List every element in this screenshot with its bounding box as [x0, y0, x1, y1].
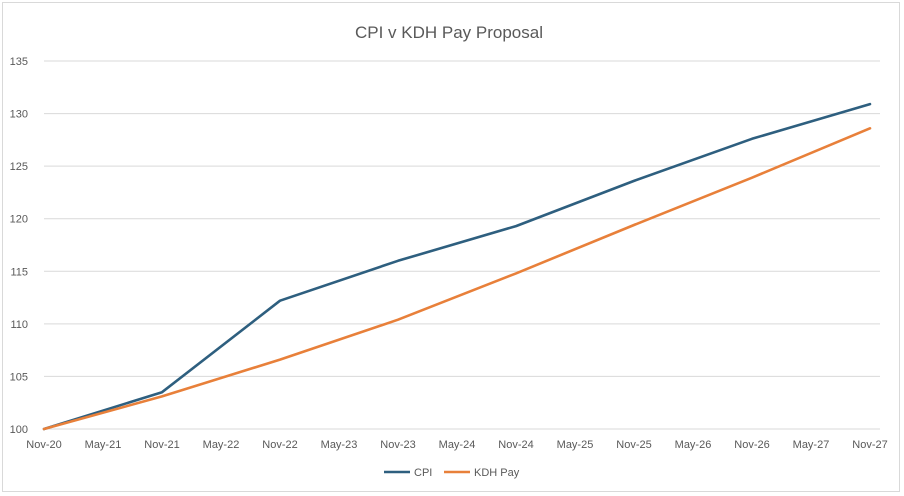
y-tick-label: 105 — [10, 371, 28, 383]
x-tick-label: Nov-26 — [734, 439, 769, 451]
y-tick-label: 135 — [10, 56, 28, 68]
legend-label: CPI — [414, 467, 432, 479]
y-tick-label: 125 — [10, 161, 28, 173]
y-tick-label: 100 — [10, 424, 28, 436]
x-tick-label: May-22 — [203, 439, 240, 451]
series-line-kdh-pay — [42, 127, 872, 431]
y-axis-ticks: 100 105 110 115 120 125 130 135 — [10, 56, 28, 436]
x-tick-label: Nov-22 — [262, 439, 297, 451]
x-tick-label: Nov-24 — [498, 439, 533, 451]
grid-lines — [44, 60, 880, 430]
x-tick-label: May-25 — [557, 439, 594, 451]
x-axis-ticks: Nov-20 May-21 Nov-21 May-22 Nov-22 May-23 Nov-… — [26, 439, 887, 451]
x-tick-label: May-26 — [675, 439, 712, 451]
series-line-cpi — [42, 102, 872, 431]
x-tick-label: May-24 — [439, 439, 476, 451]
chart-title: CPI v KDH Pay Proposal — [355, 23, 543, 42]
legend: CPI KDH Pay — [384, 467, 520, 479]
x-tick-label: Nov-21 — [144, 439, 179, 451]
x-tick-label: Nov-20 — [26, 439, 61, 451]
legend-label: KDH Pay — [474, 467, 520, 479]
y-tick-label: 120 — [10, 214, 28, 226]
series-lines — [42, 102, 872, 431]
x-tick-label: Nov-25 — [616, 439, 651, 451]
x-tick-label: May-23 — [321, 439, 358, 451]
y-tick-label: 110 — [10, 319, 28, 331]
y-tick-label: 115 — [10, 266, 28, 278]
x-tick-label: Nov-23 — [380, 439, 415, 451]
x-tick-label: May-21 — [85, 439, 122, 451]
x-tick-label: Nov-27 — [852, 439, 887, 451]
y-tick-label: 130 — [10, 109, 28, 121]
x-tick-label: May-27 — [793, 439, 830, 451]
